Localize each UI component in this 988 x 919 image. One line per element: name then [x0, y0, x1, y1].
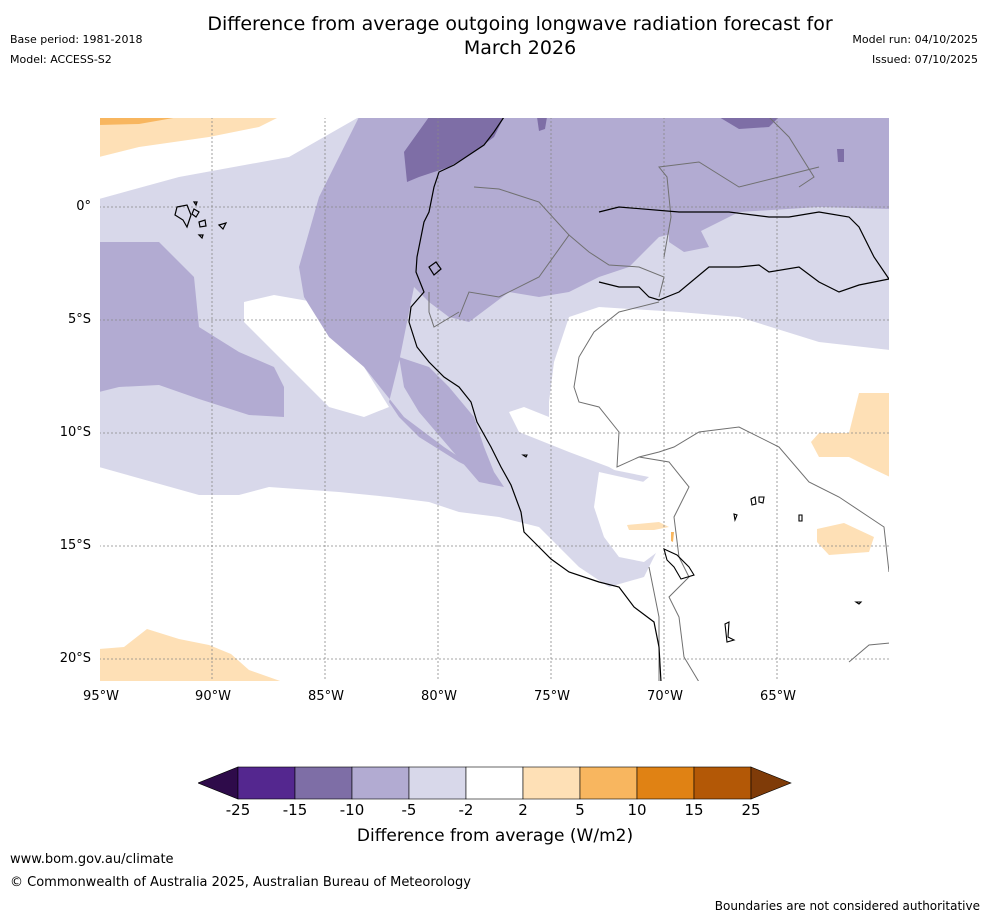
inland-lakes [521, 454, 863, 643]
chart-title: Difference from average outgoing longwav… [0, 12, 988, 60]
lat-label-15s: 15°S [59, 538, 91, 553]
lat-label-5s: 5°S [67, 312, 91, 327]
colorbar-label-minus10: -10 [339, 801, 365, 819]
colorbar-label-15: 15 [684, 801, 704, 819]
model-name: Model: ACCESS-S2 [10, 53, 112, 66]
colorbar-bin-minus10-minus5 [351, 766, 410, 800]
anomaly-region-light-orange-se-2 [817, 523, 874, 555]
anomaly-region-medium-purple-west [99, 242, 284, 417]
anomaly-region-medium-purple-main [299, 117, 890, 487]
anomaly-region-light-orange-se [811, 393, 890, 477]
anomaly-region-dark-purple-east [719, 117, 779, 129]
lon-label-90w: 90°W [195, 689, 231, 704]
colorbar-bin-minus2-2 [465, 766, 524, 800]
colorbar-label-minus25: -25 [225, 801, 251, 819]
anomaly-region-orange-spot [671, 532, 674, 542]
lon-label-85w: 85°W [308, 689, 344, 704]
lat-label-20s: 20°S [59, 651, 91, 666]
colorbar-over-arrow [750, 766, 792, 800]
colorbar-label-minus2: -2 [458, 801, 474, 819]
anomaly-region-neutral-hole-2 [594, 472, 664, 562]
boundary-disclaimer: Boundaries are not considered authoritat… [714, 899, 980, 913]
metadata-left: Base period: 1981-2018 Model: ACCESS-S2 [10, 30, 142, 70]
colorbar-bin-15-25 [693, 766, 752, 800]
anomaly-region-dark-purple-spot-2 [837, 149, 844, 162]
colorbar-bin-minus5-minus2 [408, 766, 467, 800]
lon-label-65w: 65°W [760, 689, 796, 704]
colorbar-label-5: 5 [575, 801, 585, 819]
colorbar [198, 766, 792, 800]
coastline [408, 117, 890, 682]
colorbar-title: Difference from average (W/m2) [356, 826, 634, 846]
colorbar-label-10: 10 [627, 801, 647, 819]
anomaly-region-light-orange-nw [99, 117, 279, 157]
galapagos-islands [174, 201, 228, 240]
anomaly-map [99, 117, 890, 682]
model-run-date: Model run: 04/10/2025 [852, 33, 978, 46]
colorbar-label-25: 25 [741, 801, 761, 819]
lon-label-80w: 80°W [421, 689, 457, 704]
anomaly-region-dark-purple-coast [404, 117, 504, 182]
colorbar-under-arrow [198, 766, 239, 800]
anomaly-region-light-orange-inland [627, 522, 669, 530]
colorbar-label-minus5: -5 [401, 801, 417, 819]
chart-title-line-1: Difference from average outgoing longwav… [207, 13, 833, 35]
colorbar-label-2: 2 [518, 801, 528, 819]
anomaly-region-light-orange-sw [99, 629, 283, 682]
lon-label-95w: 95°W [83, 689, 119, 704]
anomaly-region-medium-purple-patch [669, 227, 709, 252]
lon-label-75w: 75°W [534, 689, 570, 704]
country-borders [428, 117, 890, 682]
lon-label-70w: 70°W [647, 689, 683, 704]
base-period: Base period: 1981-2018 [10, 33, 143, 46]
anomaly-region-medium-purple-coast [399, 357, 504, 487]
colorbar-bin-2-5 [522, 766, 581, 800]
colorbar-bin-minus25-minus15 [237, 766, 296, 800]
issued-date: Issued: 07/10/2025 [871, 53, 978, 66]
colorbar-bin-5-10 [579, 766, 638, 800]
website-link[interactable]: www.bom.gov.au/climate [10, 852, 174, 867]
colorbar-label-minus15: -15 [282, 801, 308, 819]
colorbar-bin-10-15 [636, 766, 695, 800]
lat-label-0: 0° [76, 199, 91, 214]
anomaly-region-neutral-hole [244, 295, 389, 417]
anomaly-region-dark-purple-spot [537, 117, 547, 131]
lat-label-10s: 10°S [59, 425, 91, 440]
chart-title-line-2: March 2026 [463, 37, 577, 59]
map-frame [99, 117, 890, 682]
copyright-notice: © Commonwealth of Australia 2025, Austra… [10, 875, 471, 890]
metadata-right: Model run: 04/10/2025 Issued: 07/10/2025 [852, 30, 978, 70]
anomaly-region-orange-nw [99, 117, 179, 125]
colorbar-bin-minus15-minus10 [294, 766, 353, 800]
